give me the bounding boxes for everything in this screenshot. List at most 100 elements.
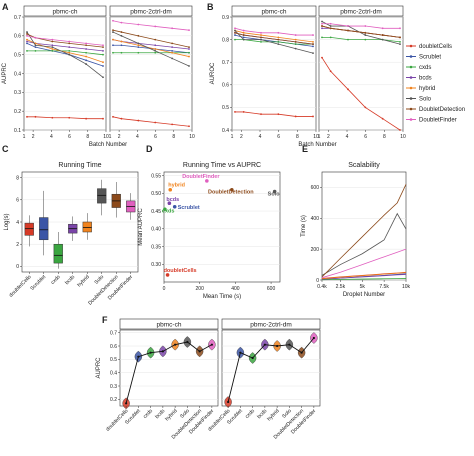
panel-a-point-bcds bbox=[171, 46, 174, 49]
panel-b-point-solo bbox=[277, 43, 280, 46]
panel-a-point-cxds bbox=[137, 51, 140, 54]
panel-d-ytick-label: 0.45 bbox=[151, 209, 161, 215]
panel-a-point-bcds bbox=[26, 40, 28, 43]
panel-c-xtick-label: cxds bbox=[50, 274, 62, 286]
panel-letter-f: F bbox=[102, 315, 108, 325]
panel-f-median-point bbox=[251, 356, 254, 360]
panel-d-ytick-label: 0.35 bbox=[151, 244, 161, 250]
panel-c-box-solo bbox=[97, 188, 107, 204]
panel-b-point-solo bbox=[364, 34, 367, 36]
panel-b-facet-1-strip bbox=[318, 5, 404, 17]
panel-b-xtick-label: 1 bbox=[231, 134, 234, 140]
legend-marker-scrublet bbox=[409, 55, 413, 58]
panel-f-median-point bbox=[210, 343, 213, 346]
panel-b-point-doubletdetection bbox=[242, 34, 245, 36]
panel-a-point-scrublet bbox=[171, 50, 174, 52]
panel-a-point-scrublet bbox=[112, 44, 114, 47]
panel-f-ytick-label: 0.2 bbox=[110, 397, 117, 403]
panel-a-point-doubletdetection bbox=[102, 46, 104, 49]
panel-b-point-doubletfinder bbox=[294, 34, 297, 36]
panel-d-label-doubletdetection: DoubletDetection bbox=[208, 190, 254, 196]
panel-a-point-cxds bbox=[102, 53, 104, 56]
panel-a-point-doubletfinder bbox=[85, 42, 88, 45]
panel-a-ytick-label: 0.3 bbox=[14, 90, 21, 96]
panel-b-point-doubletfinder bbox=[399, 27, 401, 30]
panel-b-ylabel: AUROC bbox=[210, 62, 216, 84]
panel-f-median-point bbox=[198, 350, 201, 353]
panel-a-point-cxds bbox=[51, 50, 54, 52]
panel-f-median-point bbox=[239, 351, 242, 354]
panel-a-point-solo bbox=[154, 50, 157, 52]
panel-letter-a: A bbox=[2, 2, 9, 12]
panel-d-ytick-label: 0.30 bbox=[151, 262, 161, 268]
panel-a-line-doubletdetection bbox=[112, 29, 190, 48]
panel-c-ytick-label: 8 bbox=[16, 175, 19, 181]
panel-d-xtick-label: 0 bbox=[163, 286, 166, 292]
panel-f-ytick-label: 0.7 bbox=[110, 330, 117, 336]
panel-e-ylabel: Time (s) bbox=[301, 215, 307, 237]
panel-a-point-doubletcells bbox=[68, 116, 71, 119]
panel-b-point-doubletcells bbox=[312, 115, 314, 118]
panel-b-point-scrublet bbox=[242, 36, 245, 39]
panel-b-point-doubletcells bbox=[242, 111, 245, 113]
panel-f-median-point bbox=[161, 350, 164, 353]
panel-d-label-scrublet: Scrublet bbox=[178, 205, 200, 211]
panel-f-median-point bbox=[300, 351, 303, 354]
panel-a-point-scrublet bbox=[102, 65, 104, 67]
panel-d-point-hybrid bbox=[168, 187, 173, 192]
panel-a-point-doubletcells bbox=[34, 115, 37, 118]
panel-b-ytick-label: 0.7 bbox=[222, 60, 229, 66]
panel-b-point-doubletcells bbox=[347, 88, 349, 91]
panel-b-point-doubletfinder bbox=[347, 25, 349, 27]
panel-c-xtick-label: Solo bbox=[94, 274, 106, 286]
panel-a-point-doubletdetection bbox=[188, 46, 190, 49]
panel-b-xtick-label: 8 bbox=[383, 134, 386, 140]
panel-e-xlabel: Droplet Number bbox=[343, 292, 385, 298]
panel-d-xtick-label: 600 bbox=[267, 286, 276, 292]
panel-a-point-hybrid bbox=[112, 38, 114, 41]
panel-b-point-hybrid bbox=[277, 36, 280, 39]
panel-a-xtick-label: 2 bbox=[118, 134, 121, 140]
panel-a-point-doubletcells bbox=[85, 117, 88, 120]
panel-c-xtick-label: Scrublet bbox=[29, 274, 47, 292]
panel-a-point-solo bbox=[85, 63, 88, 65]
panel-b-point-doubletdetection bbox=[364, 31, 367, 34]
panel-f-ytick-label: 0.5 bbox=[110, 357, 117, 363]
panel-f-median-point bbox=[263, 343, 266, 346]
panel-b-line-solo bbox=[234, 30, 314, 54]
panel-b-point-doubletdetection bbox=[260, 36, 262, 39]
panel-b-point-doubletfinder bbox=[312, 34, 314, 36]
panel-f-facet-0-title: pbmc-ch bbox=[157, 322, 182, 329]
panel-a-point-solo bbox=[26, 31, 28, 33]
panel-d-ytick-label: 0.55 bbox=[151, 173, 161, 179]
panel-b-point-doubletdetection bbox=[294, 40, 297, 43]
panel-b-point-doubletfinder bbox=[321, 22, 323, 25]
panel-a-point-hybrid bbox=[102, 61, 104, 64]
legend-entry-bcds: bcds bbox=[419, 76, 432, 82]
panel-b-point-cxds bbox=[399, 40, 401, 43]
panel-d-point-solo bbox=[272, 189, 277, 194]
panel-b-point-doubletcells bbox=[234, 111, 236, 113]
panel-a-point-scrublet bbox=[120, 44, 123, 47]
panel-b-line-hybrid bbox=[234, 30, 314, 43]
panel-a-point-cxds bbox=[26, 50, 28, 52]
panel-a-ytick-label: 0.1 bbox=[14, 128, 21, 134]
panel-a-xtick-label: 8 bbox=[172, 134, 175, 140]
panel-a-point-doubletfinder bbox=[154, 25, 157, 28]
panel-a-point-doubletfinder bbox=[137, 23, 140, 26]
panel-letter-c: C bbox=[2, 144, 9, 154]
panel-a-point-cxds bbox=[188, 51, 190, 54]
panel-b-xtick-label: 2 bbox=[240, 134, 243, 140]
panel-d-point-bcds bbox=[167, 201, 172, 206]
panel-a-point-bcds bbox=[68, 46, 71, 49]
panel-a-point-doubletcells bbox=[188, 125, 190, 128]
panel-d-title: Running Time vs AUPRC bbox=[183, 162, 261, 169]
panel-e-line-doubletdetection bbox=[321, 184, 407, 278]
panel-a-point-hybrid bbox=[171, 51, 174, 54]
panel-a-point-doubletcells bbox=[154, 121, 157, 124]
panel-b-point-doubletcells bbox=[381, 117, 384, 120]
panel-b-facet-1-frame bbox=[318, 16, 404, 131]
panel-a-facet-1-strip bbox=[109, 5, 193, 17]
panel-f-xtick-label: hybrid bbox=[266, 408, 280, 422]
